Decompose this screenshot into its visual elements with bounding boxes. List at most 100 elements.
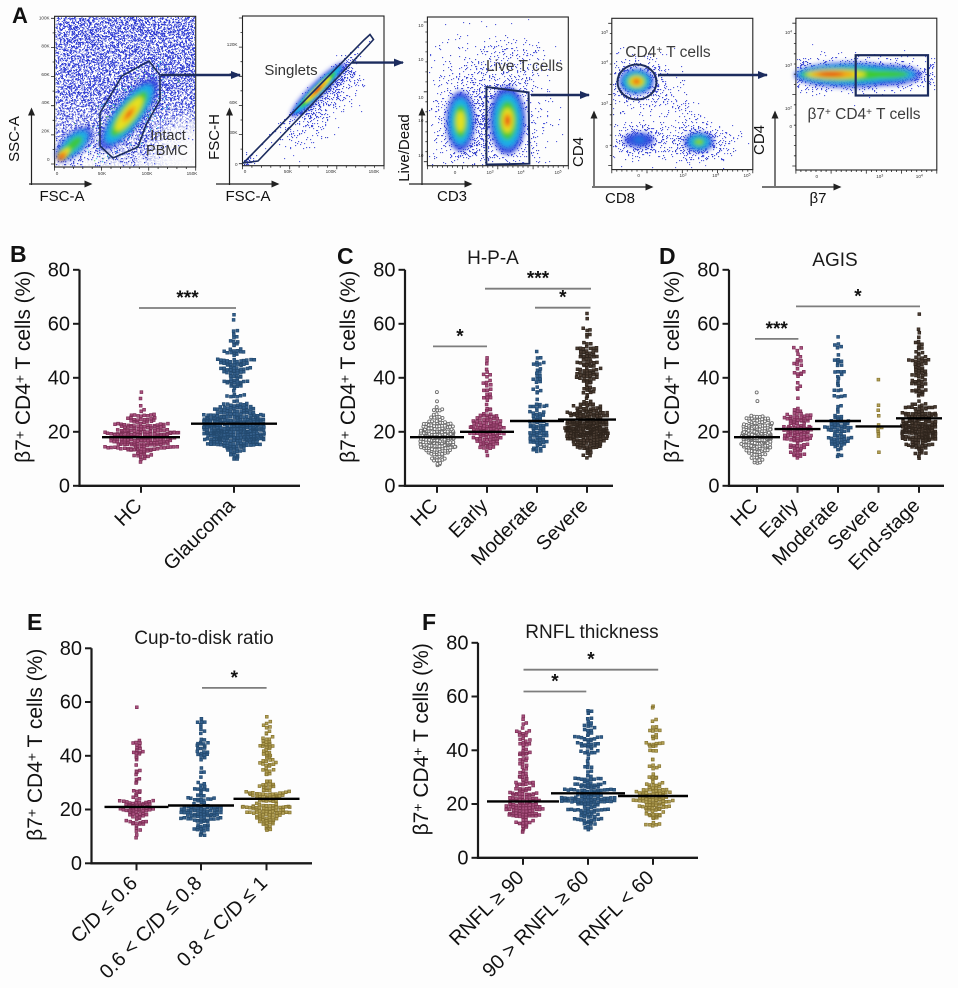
svg-text:60: 60 [697, 313, 719, 335]
svg-text:10: 10 [418, 57, 424, 62]
svg-text:10: 10 [418, 95, 424, 100]
svg-text:104: 104 [601, 60, 608, 65]
svg-text:40: 40 [446, 740, 468, 762]
svg-text:0: 0 [637, 173, 640, 178]
svg-text:A: A [12, 3, 28, 28]
svg-text:10: 10 [418, 153, 424, 158]
svg-text:F: F [422, 609, 436, 635]
svg-text:60: 60 [373, 313, 395, 335]
svg-text:Cup-to-disk ratio: Cup-to-disk ratio [134, 628, 273, 649]
svg-text:120K: 120K [227, 42, 239, 47]
svg-text:*: * [587, 650, 595, 671]
svg-text:*: * [551, 672, 559, 693]
svg-text:CD4: CD4 [570, 137, 587, 167]
svg-text:20K: 20K [41, 129, 50, 134]
svg-text:80: 80 [48, 259, 70, 281]
svg-text:Live/Dead: Live/Dead [396, 114, 413, 182]
svg-text:RNFL thickness: RNFL thickness [525, 622, 658, 643]
svg-text:FSC-A: FSC-A [40, 188, 85, 205]
svg-text:60K: 60K [229, 100, 238, 105]
svg-text:20: 20 [697, 421, 719, 443]
svg-text:80: 80 [697, 259, 719, 281]
svg-text:0: 0 [816, 174, 819, 179]
svg-text:100K: 100K [326, 169, 338, 174]
svg-text:***: *** [176, 288, 199, 309]
svg-text:10: 10 [418, 118, 424, 123]
svg-text:AGIS: AGIS [812, 250, 857, 271]
svg-text:103: 103 [679, 173, 686, 178]
svg-text:β7+ CD4+ T cells (%): β7+ CD4+ T cells (%) [661, 271, 685, 463]
svg-text:40K: 40K [41, 100, 50, 105]
svg-text:40: 40 [60, 745, 82, 767]
svg-text:104: 104 [785, 30, 792, 35]
svg-text:80: 80 [446, 632, 468, 654]
svg-text:***: *** [527, 269, 550, 290]
svg-text:CD4: CD4 [751, 125, 768, 155]
svg-text:***: *** [766, 319, 789, 340]
svg-text:104: 104 [517, 170, 524, 175]
svg-text:β7+ CD4+ T cells (%): β7+ CD4+ T cells (%) [24, 649, 48, 841]
svg-text:H-P-A: H-P-A [467, 248, 519, 269]
svg-text:150K: 150K [187, 171, 199, 176]
svg-text:CD8: CD8 [605, 190, 635, 207]
svg-text:60K: 60K [41, 72, 50, 77]
svg-text:0: 0 [244, 169, 247, 174]
svg-text:104: 104 [712, 173, 719, 178]
svg-text:FSC-H: FSC-H [206, 114, 223, 160]
svg-text:103: 103 [486, 170, 493, 175]
svg-text:0: 0 [708, 475, 719, 497]
svg-text:20: 20 [373, 421, 395, 443]
svg-text:Singlets: Singlets [264, 62, 317, 79]
svg-text:β7+ CD4+ T cells (%): β7+ CD4+ T cells (%) [410, 643, 434, 835]
svg-text:102: 102 [785, 106, 792, 111]
svg-text:104: 104 [916, 174, 923, 179]
svg-text:30K: 30K [229, 130, 238, 135]
svg-text:β7+ CD4+ T cells: β7+ CD4+ T cells [807, 106, 920, 123]
svg-text:40: 40 [697, 367, 719, 389]
svg-text:B: B [10, 241, 27, 267]
svg-text:10: 10 [418, 23, 424, 28]
svg-text:105: 105 [743, 173, 750, 178]
svg-text:105: 105 [601, 30, 608, 35]
svg-text:FSC-A: FSC-A [226, 188, 271, 205]
svg-text:C: C [337, 243, 354, 269]
svg-text:103: 103 [785, 63, 792, 68]
svg-text:20: 20 [446, 794, 468, 816]
svg-text:40: 40 [48, 367, 70, 389]
svg-text:0: 0 [59, 475, 70, 497]
svg-text:0: 0 [789, 124, 792, 129]
svg-text:PBMC: PBMC [146, 143, 188, 159]
svg-text:80: 80 [373, 259, 395, 281]
svg-text:*: * [854, 286, 862, 307]
svg-text:0: 0 [454, 170, 457, 175]
svg-text:CD4+ T cells: CD4+ T cells [625, 44, 711, 61]
svg-text:20: 20 [48, 421, 70, 443]
svg-text:SSC-A: SSC-A [6, 116, 23, 162]
svg-text:Intact: Intact [150, 128, 185, 144]
svg-text:*: * [231, 668, 239, 689]
svg-text:50K: 50K [98, 171, 107, 176]
svg-text:100K: 100K [142, 171, 154, 176]
svg-text:20: 20 [60, 799, 82, 821]
svg-text:60: 60 [60, 692, 82, 714]
svg-text:0: 0 [384, 475, 395, 497]
svg-text:0: 0 [71, 853, 82, 875]
svg-text:103: 103 [876, 174, 883, 179]
svg-text:0: 0 [235, 162, 238, 167]
svg-text:50K: 50K [284, 169, 293, 174]
svg-text:β7+ CD4+ T cells (%): β7+ CD4+ T cells (%) [12, 271, 36, 463]
svg-text:β7+ CD4+ T cells (%): β7+ CD4+ T cells (%) [337, 271, 361, 463]
svg-text:100K: 100K [39, 16, 51, 21]
svg-text:0: 0 [56, 171, 59, 176]
svg-text:105: 105 [554, 170, 561, 175]
svg-text:β7: β7 [810, 190, 827, 207]
svg-text:0: 0 [457, 847, 468, 869]
svg-text:E: E [27, 609, 42, 635]
svg-text:60: 60 [446, 686, 468, 708]
svg-text:CD3: CD3 [437, 188, 467, 205]
svg-text:80: 80 [60, 638, 82, 660]
svg-text:0: 0 [605, 144, 608, 149]
svg-text:150K: 150K [369, 169, 381, 174]
svg-text:*: * [559, 288, 567, 309]
svg-text:*: * [456, 326, 464, 347]
